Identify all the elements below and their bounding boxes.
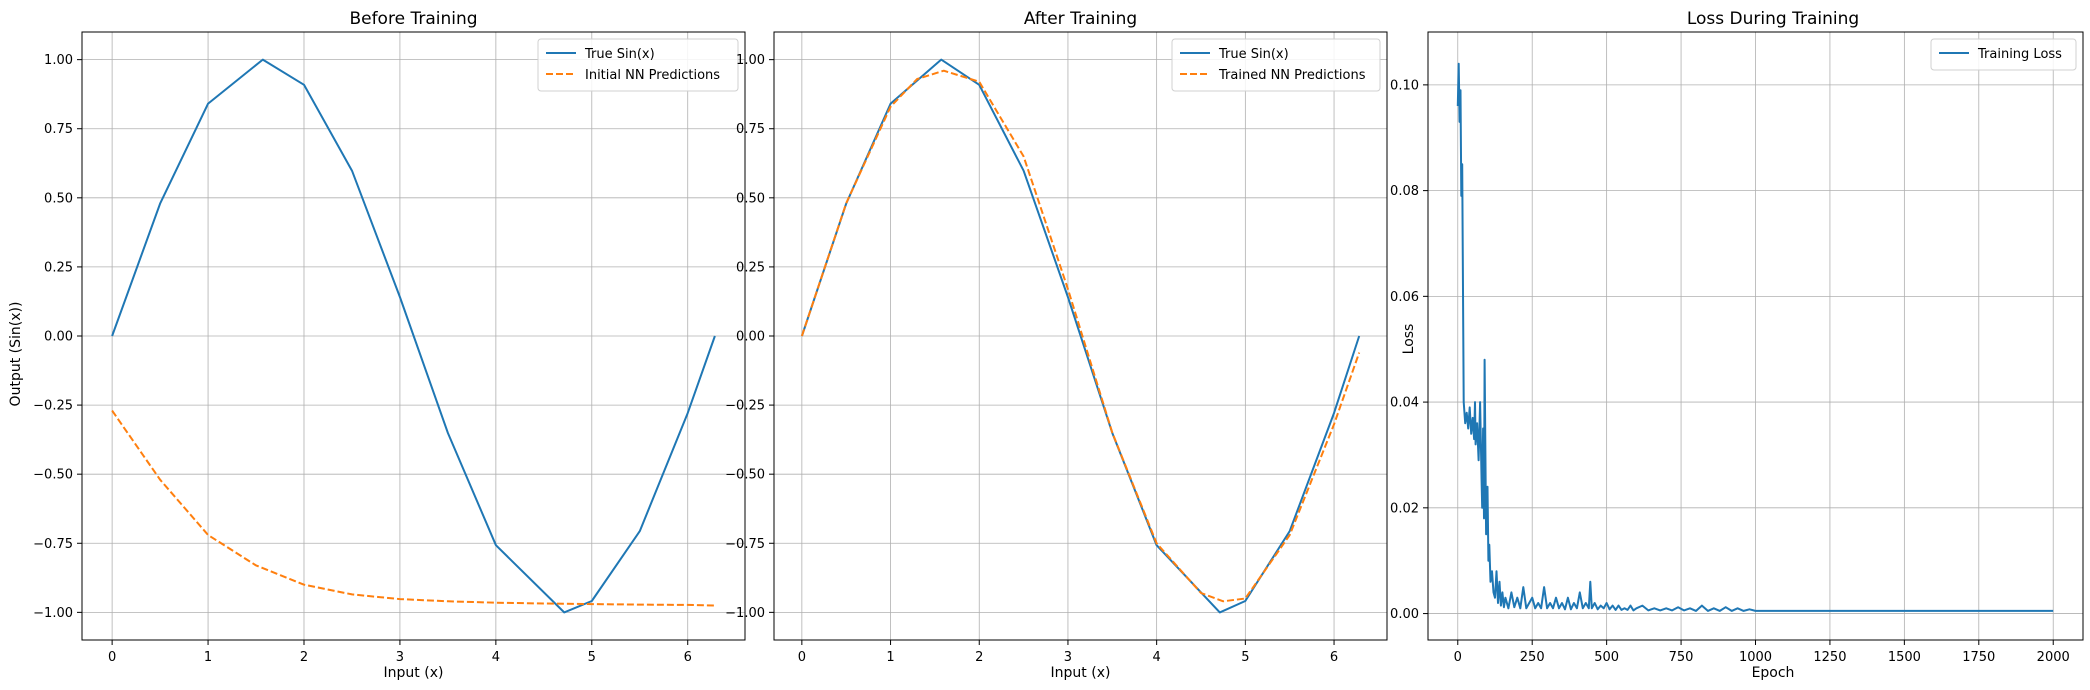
series-line-1	[800, 58, 1361, 614]
y-tick-label: −1.00	[725, 606, 765, 621]
x-axis-label: Input (x)	[1051, 665, 1111, 681]
y-tick-label: 0.25	[44, 260, 73, 275]
y-tick-label: −0.25	[33, 399, 73, 414]
y-tick-label: 0.50	[44, 191, 73, 206]
series-line-2	[111, 410, 715, 607]
y-tick-label: −0.75	[725, 537, 765, 552]
x-tick-label: 6	[1330, 650, 1338, 665]
axes-frame	[81, 31, 746, 641]
x-tick-label: 3	[396, 650, 404, 665]
x-tick-label: 2	[975, 650, 983, 665]
series-line-1	[111, 58, 716, 614]
y-tick-label: 1.00	[736, 53, 765, 68]
y-tick-label: 0.75	[736, 122, 765, 137]
legend-label: True Sin(x)	[1218, 47, 1289, 62]
x-tick-label: 3	[1064, 650, 1072, 665]
x-tick-label: 500	[1594, 650, 1619, 665]
y-tick-label: −1.00	[33, 606, 73, 621]
x-tick-label: 2	[300, 650, 308, 665]
x-tick-label: 0	[108, 650, 116, 665]
y-tick-label: −0.75	[33, 537, 73, 552]
chart-title: Loss During Training	[1687, 9, 1859, 29]
y-tick-label: 0.00	[1390, 607, 1419, 622]
y-tick-label: 0.06	[1390, 290, 1419, 305]
y-tick-label: 0.50	[736, 191, 765, 206]
x-tick-label: 1	[886, 650, 894, 665]
y-tick-label: −0.25	[725, 399, 765, 414]
x-tick-label: 1000	[1739, 650, 1772, 665]
y-tick-label: 0.10	[1390, 78, 1419, 93]
legend-box	[1171, 38, 1381, 92]
x-tick-label: 4	[492, 650, 500, 665]
y-tick-label: 0.04	[1390, 396, 1419, 411]
subplot-before-training: Before Training Input (x) Output (Sin(x)…	[8, 9, 746, 681]
x-tick-label: 4	[1153, 650, 1161, 665]
x-tick-label: 1250	[1813, 650, 1846, 665]
legend-label: Trained NN Predictions	[1218, 68, 1366, 83]
y-tick-label: −0.50	[725, 468, 765, 483]
x-tick-label: 5	[588, 650, 596, 665]
axes-frame	[773, 31, 1388, 641]
x-tick-label: 250	[1520, 650, 1545, 665]
y-tick-label: 0.75	[44, 122, 73, 137]
chart-title: Before Training	[349, 9, 477, 29]
legend-label: True Sin(x)	[584, 47, 655, 62]
y-axis-label: Loss	[1401, 324, 1417, 355]
subplot-after-training: After Training Input (x) 0 1 2 3 4 5 6 −1.00 −0.…	[725, 9, 1388, 681]
y-tick-label: 1.00	[44, 53, 73, 68]
legend-box	[537, 38, 739, 92]
y-axis-label: Output (Sin(x))	[8, 302, 24, 407]
subplot-loss-during-training: Loss During Training Epoch Loss 0 250 500 7…	[1390, 9, 2084, 681]
legend: Training Loss	[1930, 38, 2077, 71]
x-tick-label: 1750	[1962, 650, 1995, 665]
y-tick-label: 0.00	[44, 330, 73, 345]
x-tick-label: 1	[204, 650, 212, 665]
y-tick-label: 0.02	[1390, 501, 1419, 516]
y-tick-label: 0.25	[736, 260, 765, 275]
series-line-2	[800, 69, 1361, 603]
x-axis-label: Input (x)	[384, 665, 444, 681]
series-line-1	[1456, 62, 2054, 612]
y-tick-label: −0.50	[33, 468, 73, 483]
x-tick-label: 5	[1241, 650, 1249, 665]
y-tick-label: 0.00	[736, 330, 765, 345]
x-axis-label: Epoch	[1752, 665, 1795, 681]
x-tick-label: 6	[684, 650, 692, 665]
x-tick-label: 1500	[1888, 650, 1921, 665]
x-tick-label: 0	[1454, 650, 1462, 665]
x-tick-label: 0	[798, 650, 806, 665]
legend-box	[1930, 38, 2077, 71]
y-tick-label: 0.08	[1390, 184, 1419, 199]
x-tick-label: 750	[1669, 650, 1694, 665]
chart-title: After Training	[1024, 9, 1137, 29]
legend: True Sin(x) Trained NN Predictions	[1171, 38, 1381, 92]
x-tick-label: 2000	[2037, 650, 2070, 665]
legend-label: Training Loss	[1977, 47, 2062, 62]
axes-frame	[1427, 31, 2084, 641]
legend-label: Initial NN Predictions	[585, 68, 720, 83]
legend: True Sin(x) Initial NN Predictions	[537, 38, 739, 92]
